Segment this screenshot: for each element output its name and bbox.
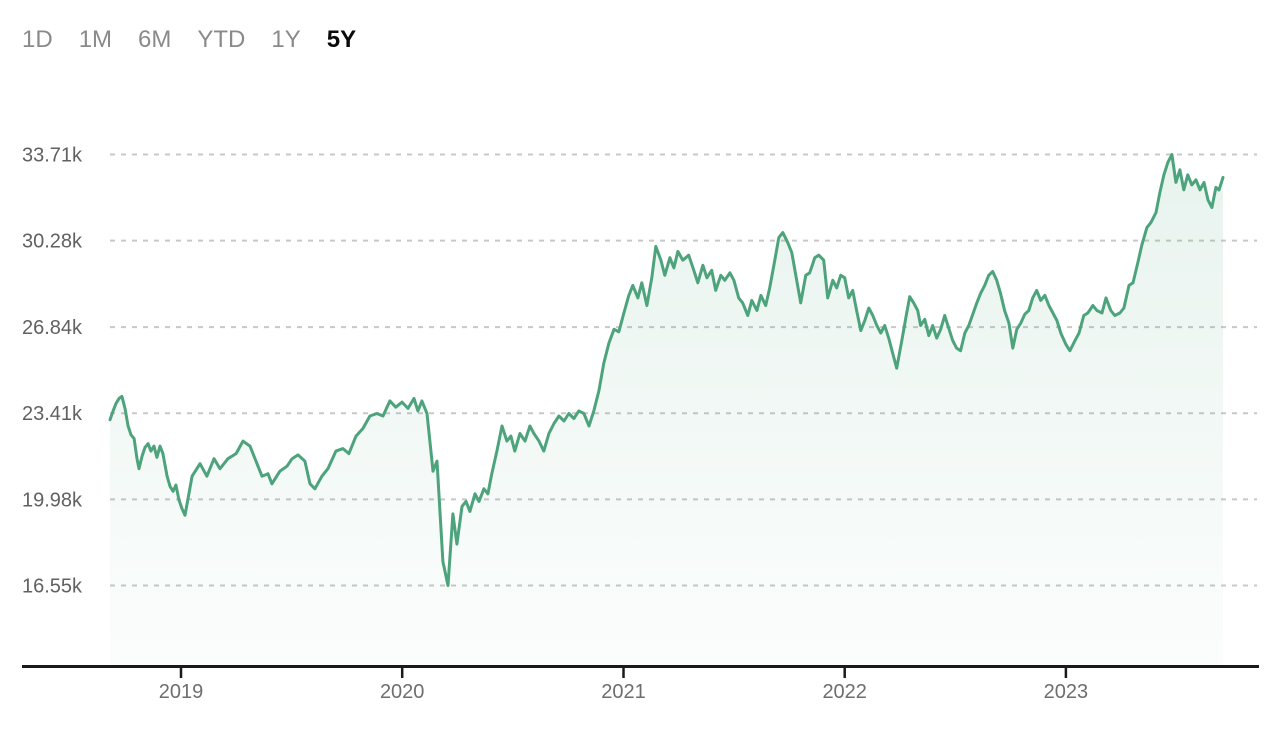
y-axis-label: 23.41k	[22, 403, 83, 425]
x-axis-label: 2020	[380, 681, 425, 703]
tab-1m[interactable]: 1M	[79, 24, 112, 56]
time-range-tabs: 1D 1M 6M YTD 1Y 5Y	[22, 24, 356, 56]
y-axis-label: 16.55k	[22, 576, 83, 598]
y-axis-label: 30.28k	[22, 231, 83, 253]
tab-1d[interactable]: 1D	[22, 24, 53, 56]
y-axis-label: 33.71k	[22, 145, 83, 167]
tab-5y[interactable]: 5Y	[327, 24, 356, 56]
x-axis-label: 2022	[822, 681, 867, 703]
tab-1y[interactable]: 1Y	[271, 24, 300, 56]
area-fill	[110, 154, 1223, 667]
x-axis-label: 2019	[159, 681, 204, 703]
y-axis-label: 19.98k	[22, 489, 83, 511]
tab-ytd[interactable]: YTD	[197, 24, 245, 56]
y-axis-label: 26.84k	[22, 317, 83, 339]
x-axis-label: 2023	[1044, 681, 1089, 703]
x-axis-label: 2021	[601, 681, 646, 703]
price-line	[108, 153, 1225, 587]
tab-6m[interactable]: 6M	[138, 24, 171, 56]
